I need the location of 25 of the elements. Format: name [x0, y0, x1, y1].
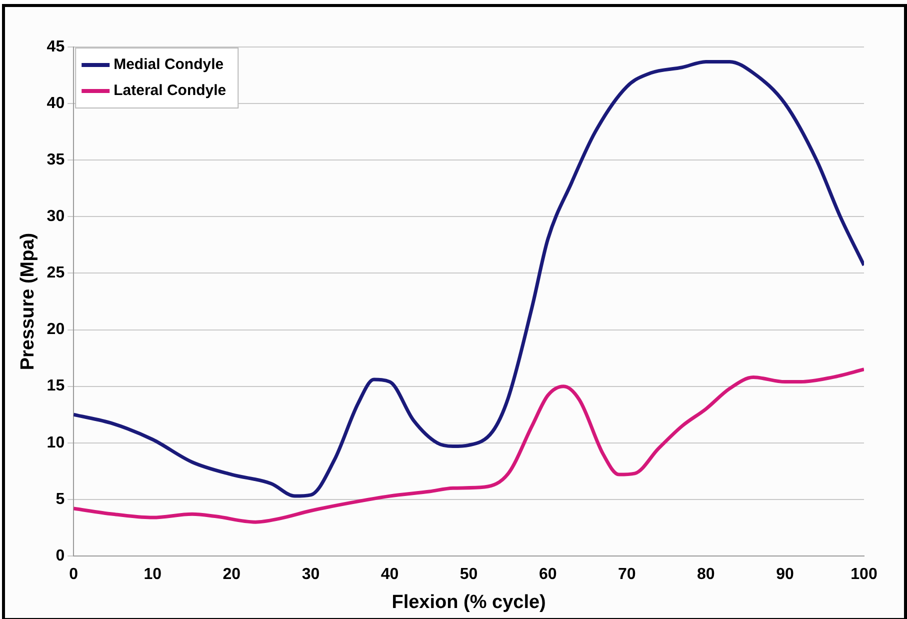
x-tick-label: 90: [776, 566, 794, 584]
y-tick-label: 45: [46, 38, 65, 56]
y-tick-label: 10: [46, 434, 65, 452]
x-tick-label: 30: [302, 566, 320, 584]
legend-label: Medial Condyle: [114, 56, 224, 74]
x-tick-label: 50: [460, 566, 478, 584]
y-tick-label: 0: [56, 547, 65, 564]
x-tick-label: 0: [69, 566, 78, 584]
legend-label: Lateral Condyle: [114, 82, 226, 100]
x-axis-title: Flexion (% cycle): [392, 592, 546, 613]
x-tick-label: 40: [380, 566, 399, 584]
y-tick-label: 5: [56, 490, 65, 508]
y-axis-title: Pressure (Mpa): [18, 232, 39, 370]
y-tick-label: 30: [46, 208, 65, 226]
y-tick-label: 40: [46, 94, 65, 112]
x-tick-label: 20: [222, 566, 241, 584]
x-tick-label: 100: [850, 566, 878, 584]
y-tick-label: 20: [46, 321, 65, 338]
x-tick-label: 10: [144, 566, 162, 584]
y-tick-label: 25: [46, 264, 65, 282]
x-tick-label: 80: [697, 566, 715, 584]
y-tick-label: 35: [46, 152, 65, 169]
x-tick-label: 60: [538, 566, 557, 584]
x-tick-label: 70: [618, 566, 636, 584]
y-tick-label: 15: [46, 378, 65, 395]
